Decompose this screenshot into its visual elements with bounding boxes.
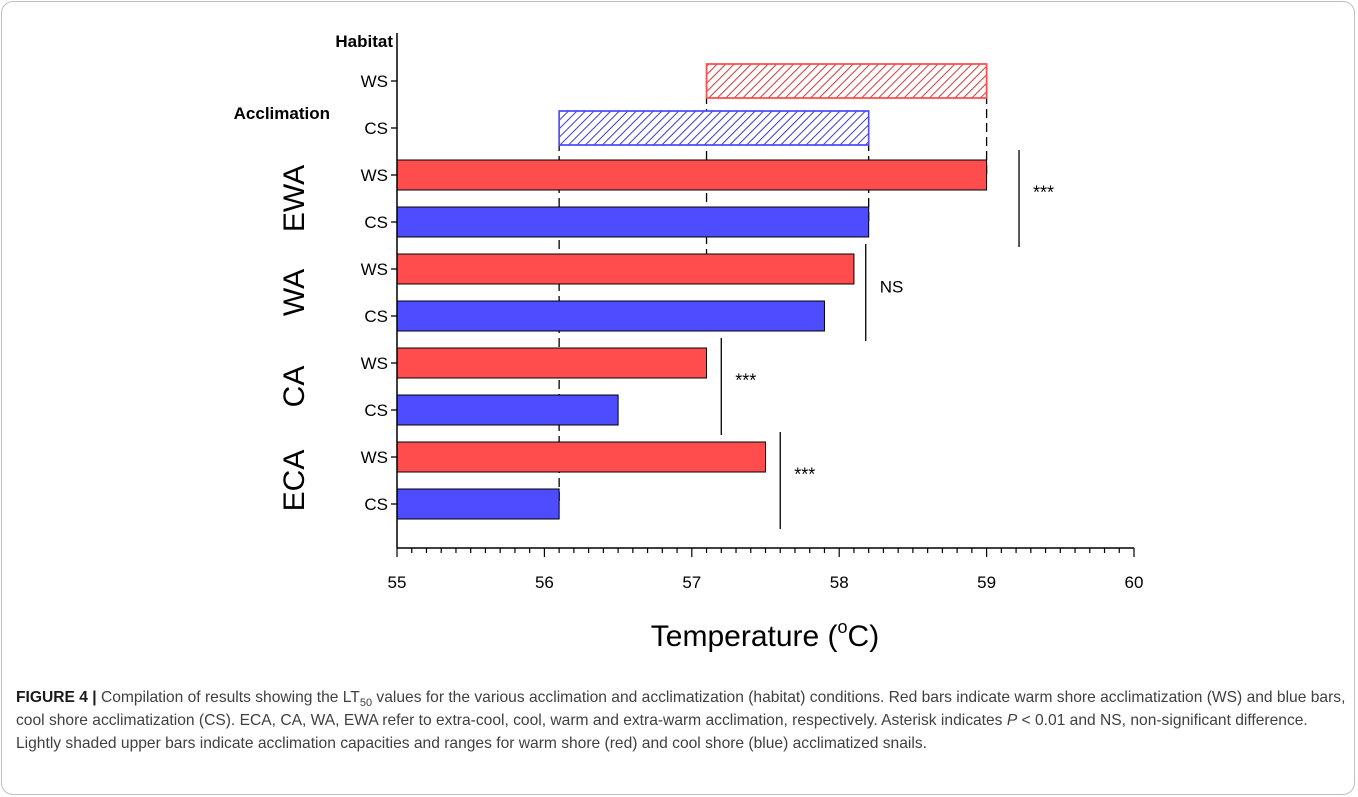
x-tick-label: 59	[977, 573, 996, 592]
bar-ewa-ws	[396, 159, 988, 191]
significance-label: ***	[735, 371, 756, 391]
labels-layer: WS CS WS CS WS CS WS CS WS CS 55 56 57 58 59 60 Temperat…	[234, 32, 1144, 653]
x-tick-label: 55	[388, 573, 407, 592]
y-tick-label: CS	[364, 307, 388, 326]
bar-wa-ws	[396, 253, 855, 285]
x-tick-label: 57	[682, 573, 701, 592]
bar-ca-cs	[396, 394, 619, 426]
caption-text-2: values for the various acclimation and a…	[16, 689, 1346, 729]
x-axis-label: Temperature (oC)	[651, 617, 879, 653]
significance-label: ***	[794, 465, 815, 485]
significance-label: NS	[880, 278, 904, 297]
caption-label: FIGURE 4 |	[16, 689, 97, 706]
x-tick-label: 58	[830, 573, 849, 592]
y-tick-label: CS	[364, 495, 388, 514]
bars-layer	[396, 63, 988, 520]
lt50-chart: WS CS WS CS WS CS WS CS WS CS 55 56 57 58 59 60 Temperat…	[234, 32, 1144, 653]
y-tick-label: CS	[364, 119, 388, 138]
acclimation-label: Acclimation	[234, 104, 330, 123]
group-label-wa: WA	[278, 269, 311, 316]
habitat-label: Habitat	[335, 32, 393, 51]
figure-caption: FIGURE 4 | Compilation of results showin…	[16, 686, 1346, 755]
axes-layer	[391, 33, 1135, 557]
bar-ewa-cs	[396, 206, 870, 238]
y-tick-label: CS	[364, 213, 388, 232]
bar-eca-ws	[396, 441, 766, 473]
y-tick-label: WS	[361, 260, 388, 279]
range-bar-ws	[705, 63, 988, 99]
caption-text-1: Compilation of results showing the LT	[96, 689, 360, 706]
bar-ca-ws	[396, 347, 708, 379]
bar-eca-cs	[396, 488, 560, 520]
caption-text-3: < 0.01 and NS, non-significant differenc…	[16, 712, 1308, 752]
bar-wa-cs	[396, 300, 825, 332]
group-label-ca: CA	[278, 366, 311, 408]
x-tick-label: 60	[1125, 573, 1144, 592]
y-tick-label: WS	[361, 72, 388, 91]
group-label-eca: ECA	[278, 450, 311, 512]
y-tick-label: WS	[361, 448, 388, 467]
x-tick-label: 56	[535, 573, 554, 592]
caption-p-symbol: P	[1006, 712, 1018, 729]
y-tick-label: WS	[361, 354, 388, 373]
y-tick-label: WS	[361, 166, 388, 185]
caption-subscript: 50	[359, 697, 373, 710]
significance-label: ***	[1033, 183, 1054, 203]
y-tick-label: CS	[364, 401, 388, 420]
group-label-ewa: EWA	[278, 165, 311, 232]
range-bar-cs	[558, 110, 870, 146]
